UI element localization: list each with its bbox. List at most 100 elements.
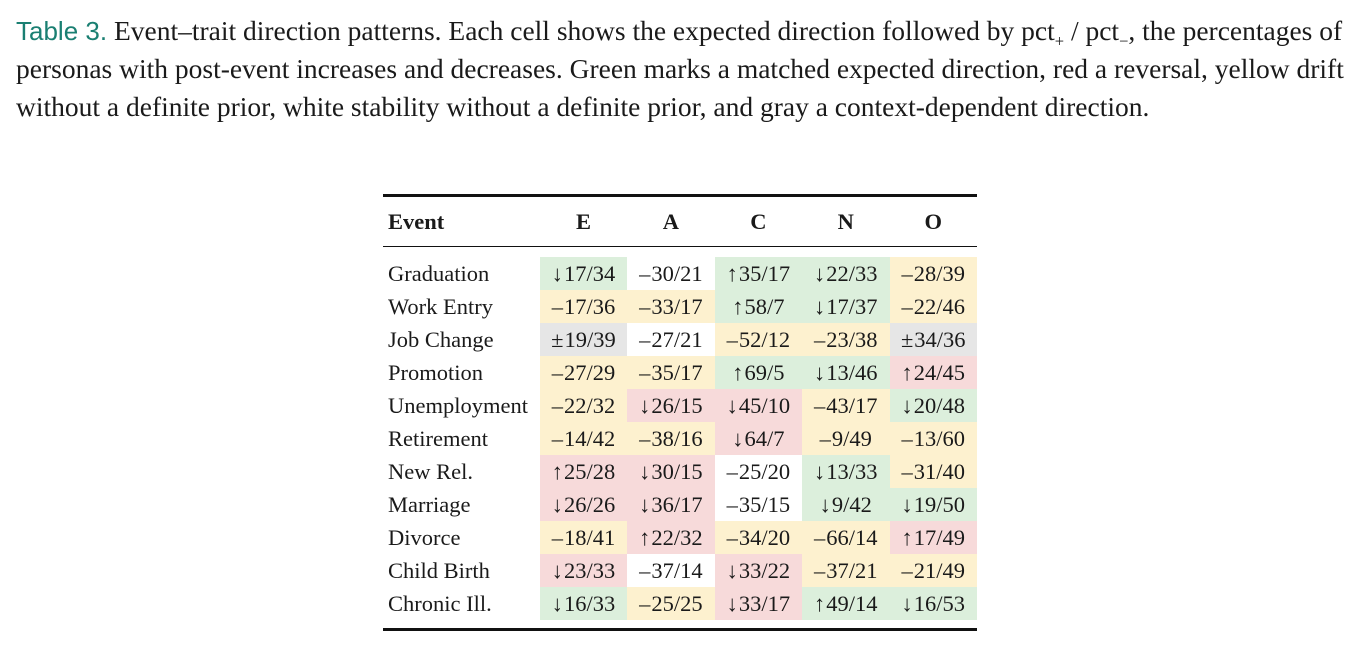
pct-values: 17/37 [826, 294, 878, 319]
trait-cell: –22/32 [539, 389, 628, 422]
pct-values: 58/7 [744, 294, 785, 319]
direction-symbol: ↑ [814, 591, 826, 616]
direction-symbol: ↓ [901, 492, 913, 517]
direction-symbol: ± [551, 327, 564, 352]
event-name-cell: Graduation [388, 260, 490, 286]
direction-symbol: ↓ [901, 591, 913, 616]
cell-color-fill: ↓16/33 [539, 587, 628, 620]
direction-symbol: – [639, 360, 651, 385]
direction-table-wrapper: Event E A C N O Graduation ↓17/34 –30/21 ↑3… [383, 194, 977, 631]
trait-cell: ↓13/33 [802, 455, 890, 488]
trait-cell: ↑35/17 [714, 247, 803, 290]
caption-text-after: , the percentages of personas with post-… [16, 15, 1344, 122]
trait-cell: –25/25 [627, 587, 715, 630]
trait-cell: –34/20 [714, 521, 803, 554]
pct-values: 26/26 [563, 492, 616, 517]
pct-values: 35/15 [738, 492, 791, 517]
pct-values: 25/25 [651, 591, 703, 616]
cell-color-fill: ↑25/28 [539, 455, 628, 488]
cell-color-fill: ↓22/33 [802, 257, 890, 290]
cell-color-fill: –13/60 [889, 422, 977, 455]
cell-color-fill: ↓13/33 [802, 455, 890, 488]
direction-symbol: ↓ [814, 459, 826, 484]
trait-cell: ↓33/22 [714, 554, 803, 587]
trait-cell: ↑22/32 [627, 521, 715, 554]
pct-values: 64/7 [744, 426, 785, 451]
pct-values: 34/36 [914, 327, 966, 352]
trait-cell: ↓30/15 [627, 455, 715, 488]
cell-color-fill: –14/42 [539, 422, 628, 455]
cell-color-fill: ↓30/15 [627, 455, 715, 488]
direction-symbol: – [901, 459, 913, 484]
direction-symbol: ↑ [639, 525, 651, 550]
pct-values: 37/14 [651, 558, 703, 583]
direction-symbol: ↓ [639, 492, 651, 517]
header-trait-c: C [750, 208, 767, 234]
trait-cell: –18/41 [539, 521, 628, 554]
trait-cell: ↓17/37 [802, 290, 890, 323]
trait-cell: –31/40 [889, 455, 977, 488]
cell-color-fill: –23/38 [802, 323, 890, 356]
trait-cell: –52/12 [714, 323, 803, 356]
direction-symbol: ↓ [814, 360, 826, 385]
trait-cell: ↑17/49 [889, 521, 977, 554]
direction-symbol: ↓ [639, 393, 651, 418]
table-row: Divorce –18/41 ↑22/32 –34/20 –66/14 ↑17/49 [383, 521, 977, 554]
pct-values: 38/16 [651, 426, 703, 451]
trait-cell: ↓64/7 [714, 422, 803, 455]
cell-color-fill: –35/17 [627, 356, 715, 389]
pct-values: 28/39 [913, 261, 965, 286]
cell-color-fill: –25/25 [627, 587, 715, 620]
pct-values: 30/21 [651, 261, 703, 286]
trait-cell: ↑24/45 [889, 356, 977, 389]
cell-color-fill: ↓9/42 [802, 488, 890, 521]
pct-values: 34/20 [738, 525, 791, 550]
trait-cell: ↑49/14 [802, 587, 890, 630]
trait-cell: ↓22/33 [802, 247, 890, 290]
pct-values: 20/48 [913, 393, 965, 418]
trait-cell: –35/15 [714, 488, 803, 521]
pct-values: 43/17 [826, 393, 878, 418]
direction-symbol: – [901, 426, 913, 451]
table-row: New Rel. ↑25/28 ↓30/15 –25/20 ↓13/33 –31/40 [383, 455, 977, 488]
direction-table: Event E A C N O Graduation ↓17/34 –30/21 ↑3… [383, 194, 977, 631]
pct-values: 16/33 [563, 591, 616, 616]
table-row: Unemployment –22/32 ↓26/15 ↓45/10 –43/17 ↓20/… [383, 389, 977, 422]
header-trait-o: O [924, 208, 942, 234]
cell-color-fill: –66/14 [802, 521, 890, 554]
event-name-cell: Chronic Ill. [388, 590, 492, 616]
trait-cell: ↓17/34 [539, 247, 628, 290]
trait-cell: ↑58/7 [714, 290, 803, 323]
pct-values: 36/17 [651, 492, 703, 517]
direction-symbol: ↓ [726, 591, 738, 616]
pct-values: 23/33 [563, 558, 616, 583]
trait-cell: ↓20/48 [889, 389, 977, 422]
table-body: Graduation ↓17/34 –30/21 ↑35/17 ↓22/33 –28/39… [383, 247, 977, 630]
direction-symbol: – [639, 558, 651, 583]
cell-color-fill: ↓26/26 [539, 488, 628, 521]
cell-color-fill: ↑17/49 [889, 521, 977, 554]
cell-color-fill: ↓20/48 [889, 389, 977, 422]
direction-symbol: ↑ [726, 261, 738, 286]
cell-color-fill: ±19/39 [539, 323, 628, 356]
direction-symbol: – [814, 558, 826, 583]
cell-color-fill: ↓33/22 [714, 554, 803, 587]
direction-symbol: – [551, 525, 563, 550]
pct-values: 25/20 [738, 459, 791, 484]
pct-values: 25/28 [563, 459, 616, 484]
table-row: Work Entry –17/36 –33/17 ↑58/7 ↓17/37 –22/46 [383, 290, 977, 323]
direction-symbol: – [901, 261, 913, 286]
pct-values: 14/42 [563, 426, 616, 451]
trait-cell: ↓26/15 [627, 389, 715, 422]
header-event: Event [388, 208, 445, 234]
pct-values: 17/34 [563, 261, 616, 286]
direction-symbol: – [901, 558, 913, 583]
trait-cell: –13/60 [889, 422, 977, 455]
cell-color-fill: –25/20 [714, 455, 803, 488]
pct-values: 30/15 [651, 459, 703, 484]
cell-color-fill: –18/41 [539, 521, 628, 554]
cell-color-fill: ↓64/7 [714, 422, 803, 455]
pct-values: 35/17 [738, 261, 791, 286]
cell-color-fill: ↓33/17 [714, 587, 803, 620]
direction-symbol: ± [900, 327, 914, 352]
